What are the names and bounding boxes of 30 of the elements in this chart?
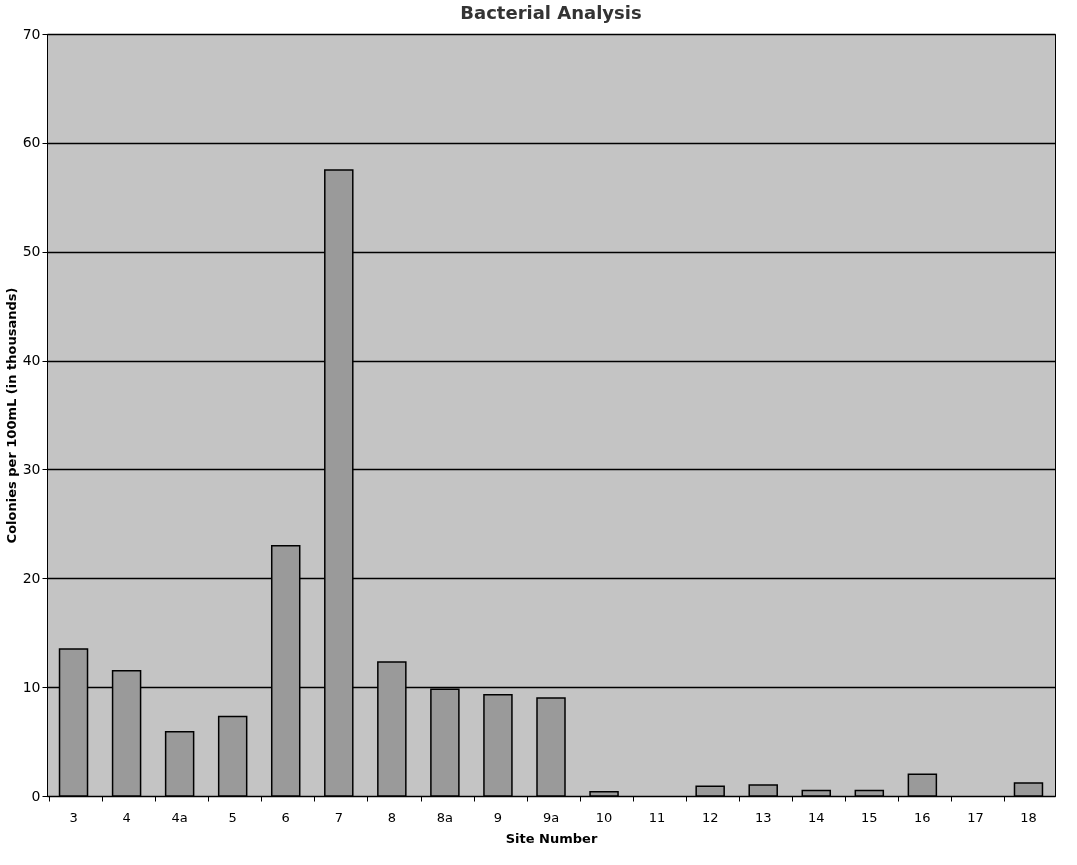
x-tick-label: 16 (914, 809, 931, 825)
x-tick-label: 6 (281, 809, 290, 825)
x-tick-label: 4a (171, 809, 188, 825)
x-tick-label: 5 (228, 809, 237, 825)
x-tick-label: 4 (122, 809, 131, 825)
x-tick-label: 11 (648, 809, 666, 825)
x-tick-label: 9 (493, 809, 503, 825)
x-tick-label: 12 (701, 809, 719, 825)
x-tick-label: 15 (861, 809, 878, 825)
x-tick-label: 8a (436, 809, 454, 825)
x-tick-label: 18 (1020, 809, 1037, 825)
x-tick-label: 13 (754, 809, 772, 825)
y-tick-label: 70 (22, 25, 41, 42)
y-tick-label: 20 (22, 569, 41, 586)
x-axis-title: Site Number (505, 830, 598, 846)
x-tick-label: 8 (387, 809, 396, 825)
x-tick-label: 10 (595, 809, 613, 825)
chart-title: Bacterial Analysis (460, 2, 642, 23)
x-tick-label: 14 (807, 809, 825, 825)
y-tick-label: 40 (22, 352, 41, 369)
y-tick-label: 0 (31, 787, 41, 804)
x-tick-label: 9a (542, 809, 560, 825)
x-tick-label: 3 (69, 809, 78, 825)
y-tick-label: 60 (22, 134, 41, 151)
y-tick-label: 10 (22, 678, 41, 695)
y-axis-title: Colonies per 100mL (in thousands) (3, 287, 19, 544)
x-tick-label: 17 (967, 809, 984, 825)
x-tick-label: 7 (334, 809, 343, 825)
y-tick-label: 50 (22, 243, 41, 260)
y-tick-label: 30 (22, 460, 41, 477)
